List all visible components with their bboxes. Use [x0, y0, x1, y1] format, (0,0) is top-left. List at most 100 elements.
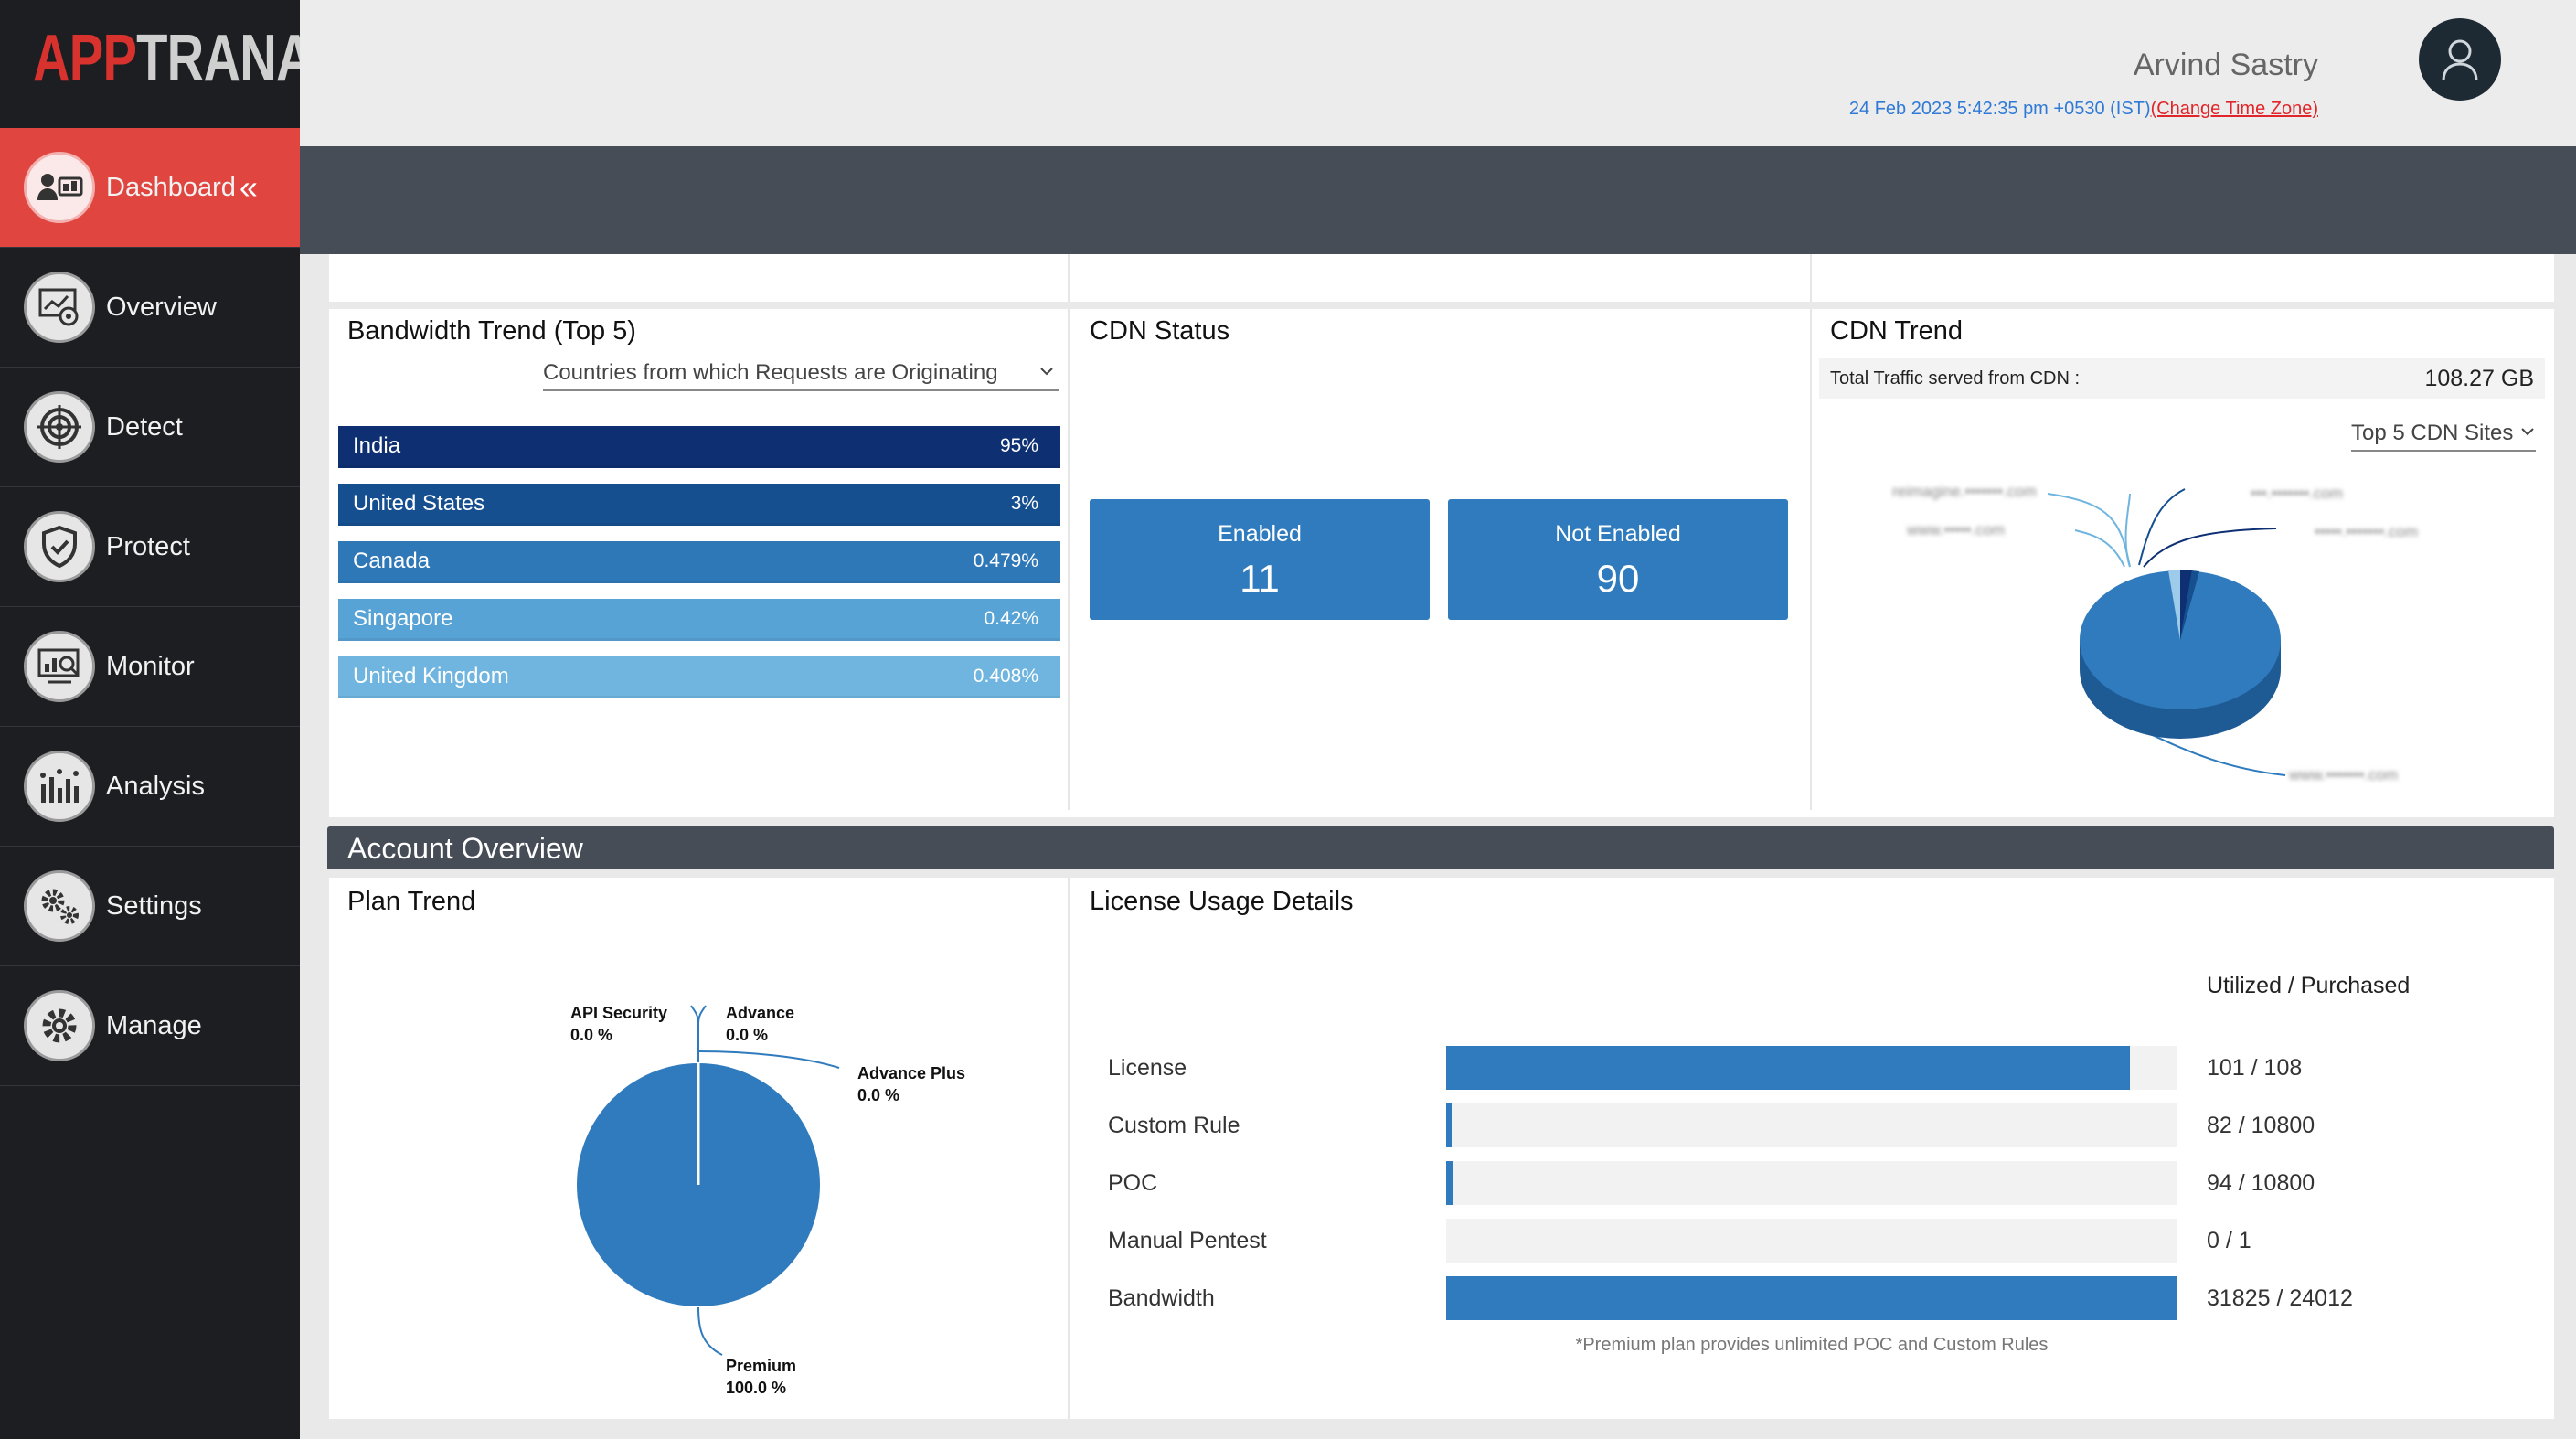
license-column-header: Utilized / Purchased — [2207, 973, 2411, 998]
dropdown-selected-value: Countries from which Requests are Origin… — [543, 360, 998, 385]
plan-trend-pie-chart — [577, 1005, 840, 1356]
chevron-down-icon — [2519, 421, 2536, 445]
license-row-value: 31825 / 24012 — [2207, 1285, 2353, 1311]
sidebar: APPTRANA Dashboard « Overview Detect — [0, 0, 314, 1439]
divider — [1810, 254, 1812, 302]
country-name: United States — [353, 490, 485, 516]
divider — [1068, 309, 1070, 810]
country-name: Singapore — [353, 605, 453, 631]
license-row-label: POC — [1108, 1170, 1158, 1196]
top-panel-strip — [329, 254, 2554, 302]
cdn-enabled-card[interactable]: Enabled 11 — [1090, 499, 1430, 620]
sidebar-item-label: Protect — [106, 531, 190, 561]
sidebar-item-analysis[interactable]: Analysis — [0, 727, 300, 847]
divider — [1810, 309, 1812, 810]
license-row-label: License — [1108, 1055, 1187, 1081]
sidebar-item-label: Settings — [106, 890, 202, 921]
page-toolbar — [300, 146, 2576, 254]
monitor-icon — [24, 631, 95, 702]
plan-label-value: 0.0 % — [570, 1026, 613, 1044]
country-share: 0.42% — [984, 607, 1038, 629]
sidebar-item-label: Analysis — [106, 771, 205, 801]
current-datetime: 24 Feb 2023 5:42:35 pm +0530 (IST)(Chang… — [1849, 99, 2318, 120]
cdn-total-value: 108.27 GB — [2424, 365, 2534, 391]
pie-slice[interactable] — [2168, 570, 2180, 640]
cdn-sites-dropdown[interactable]: Top 5 CDN Sites — [2351, 421, 2537, 452]
cdn-not-enabled-card[interactable]: Not Enabled 90 — [1448, 499, 1788, 620]
plan-label-name: Advance — [726, 1004, 795, 1022]
plan-trend-title: Plan Trend — [347, 887, 476, 916]
chevron-down-icon — [1038, 360, 1055, 386]
country-share: 3% — [1010, 492, 1038, 514]
sidebar-item-label: Dashboard — [106, 172, 236, 202]
logo-app-text: APP — [33, 22, 137, 95]
bandwidth-row-singapore[interactable]: Singapore 0.42% — [338, 599, 1060, 641]
shield-icon — [24, 511, 95, 582]
cdn-status-title: CDN Status — [1090, 316, 1230, 346]
sidebar-item-manage[interactable]: Manage — [0, 966, 300, 1086]
header: Arvind Sastry 24 Feb 2023 5:42:35 pm +05… — [300, 0, 2576, 146]
cdn-site-label: www.•••••••.com — [2289, 766, 2399, 783]
collapse-sidebar-icon[interactable]: « — [239, 168, 258, 206]
bandwidth-row-united-kingdom[interactable]: United Kingdom 0.408% — [338, 656, 1060, 698]
gear-icon — [24, 990, 95, 1061]
bandwidth-row-canada[interactable]: Canada 0.479% — [338, 541, 1060, 583]
license-usage-bar-fill — [1446, 1046, 2130, 1090]
sidebar-item-protect[interactable]: Protect — [0, 487, 300, 607]
cdn-site-label: www.•••••.com — [1907, 521, 2006, 538]
license-usage-title: License Usage Details — [1090, 887, 1354, 916]
license-footnote: *Premium plan provides unlimited POC and… — [1575, 1335, 2049, 1355]
cdn-trend-title: CDN Trend — [1830, 316, 1964, 346]
bandwidth-trend-title: Bandwidth Trend (Top 5) — [347, 316, 636, 346]
bandwidth-row-india[interactable]: India 95% — [338, 426, 1060, 468]
sidebar-item-dashboard[interactable]: Dashboard « — [0, 128, 300, 248]
plan-label-premium: Premium 100.0 % — [726, 1355, 796, 1399]
license-row-value: 0 / 1 — [2207, 1228, 2251, 1253]
country-name: United Kingdom — [353, 663, 509, 688]
license-usage-bar-fill — [1446, 1276, 2177, 1320]
pie-slice[interactable] — [2180, 570, 2199, 640]
plan-label-advance: Advance 0.0 % — [726, 1002, 794, 1046]
account-overview-header: Account Overview — [327, 826, 2554, 869]
sidebar-item-label: Manage — [106, 1010, 202, 1040]
cdn-site-label: •••.•••••••.com — [2251, 485, 2344, 502]
logo[interactable]: APPTRANA — [0, 0, 314, 128]
sidebar-item-overview[interactable]: Overview — [0, 248, 300, 368]
bandwidth-filter-dropdown[interactable]: Countries from which Requests are Origin… — [543, 360, 1059, 391]
bandwidth-row-united-states[interactable]: United States 3% — [338, 484, 1060, 526]
cdn-enabled-count: 11 — [1240, 557, 1280, 600]
license-row-label: Custom Rule — [1108, 1113, 1240, 1138]
target-icon — [24, 391, 95, 463]
cdn-site-label: •••••.•••••••.com — [2315, 523, 2418, 540]
sidebar-item-detect[interactable]: Detect — [0, 368, 300, 487]
cdn-not-enabled-count: 90 — [1596, 557, 1640, 600]
country-name: Canada — [353, 548, 431, 573]
license-usage-bar — [1446, 1103, 2177, 1147]
cdn-total-traffic: Total Traffic served from CDN : 108.27 G… — [1819, 358, 2545, 399]
pie-slice[interactable] — [2180, 570, 2192, 640]
plan-label-value: 100.0 % — [726, 1379, 787, 1397]
dropdown-selected-value: Top 5 CDN Sites — [2351, 421, 2514, 445]
sidebar-item-settings[interactable]: Settings — [0, 847, 300, 966]
country-share: 0.408% — [973, 665, 1038, 687]
avatar[interactable] — [2419, 18, 2501, 101]
bar-chart-icon — [24, 751, 95, 822]
country-share: 95% — [999, 434, 1038, 456]
cdn-not-enabled-label: Not Enabled — [1555, 521, 1681, 547]
user-name: Arvind Sastry — [2133, 48, 2318, 82]
country-name: India — [353, 432, 401, 458]
sidebar-item-label: Monitor — [106, 651, 195, 681]
sidebar-item-label: Overview — [106, 292, 217, 322]
cdn-trend-pie-chart — [2047, 488, 2286, 776]
user-icon — [2442, 39, 2478, 81]
plan-label-name: API Security — [570, 1004, 668, 1022]
sidebar-item-monitor[interactable]: Monitor — [0, 607, 300, 727]
plan-label-name: Advance Plus — [857, 1064, 966, 1082]
gears-icon — [24, 870, 95, 942]
license-usage-bar — [1446, 1046, 2177, 1090]
country-share: 0.479% — [973, 549, 1038, 571]
change-time-zone-link[interactable]: (Change Time Zone) — [2150, 99, 2318, 119]
license-row-value: 82 / 10800 — [2207, 1113, 2315, 1138]
plan-label-api-security: API Security 0.0 % — [570, 1002, 667, 1046]
license-usage-bar — [1446, 1161, 2177, 1205]
